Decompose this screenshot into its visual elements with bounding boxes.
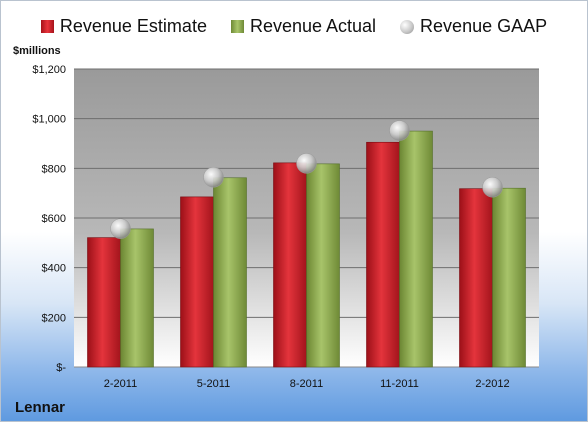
bar-revenue-actual: [492, 187, 526, 368]
x-tick-label: 5-2011: [197, 378, 230, 390]
y-tick-label: $-: [56, 362, 66, 374]
bar-revenue-actual: [213, 177, 247, 368]
bars: [87, 130, 526, 368]
legend-item-revenue-actual: Revenue Actual: [230, 16, 377, 37]
legend-swatch-revenue-estimate: [40, 20, 54, 33]
bar-revenue-estimate: [273, 162, 307, 368]
bar-revenue-estimate: [366, 141, 400, 368]
y-axis-unit-label: $millions: [13, 45, 61, 57]
company-label: Lennar: [15, 399, 66, 416]
x-axis-ticks: 2-2011 5-2011 8-2011 11-2011 2-2012: [104, 378, 510, 390]
bar-revenue-estimate: [87, 237, 121, 368]
gaap-markers: [110, 120, 503, 239]
bar-revenue-actual: [306, 163, 340, 368]
bar-revenue-estimate: [180, 196, 214, 368]
y-axis-ticks: $- $200 $400 $600 $800 $1,000 $1,200: [32, 64, 66, 374]
marker-revenue-gaap: [110, 218, 131, 239]
marker-revenue-gaap: [389, 120, 410, 141]
bar-revenue-estimate: [459, 188, 493, 368]
y-tick-label: $1,200: [32, 64, 66, 76]
x-tick-label: 2-2012: [475, 378, 509, 390]
legend: Revenue Estimate Revenue Actual Revenue …: [1, 16, 587, 37]
y-tick-label: $400: [42, 263, 66, 275]
x-tick-label: 8-2011: [290, 378, 323, 390]
legend-item-revenue-gaap: Revenue GAAP: [400, 16, 547, 37]
legend-label-revenue-estimate: Revenue Estimate: [59, 16, 207, 36]
legend-swatch-revenue-actual: [230, 20, 244, 33]
x-tick-label: 2-2011: [104, 378, 137, 390]
y-tick-label: $200: [42, 312, 66, 324]
bar-revenue-actual: [120, 228, 154, 368]
y-tick-label: $1,000: [32, 114, 66, 126]
legend-label-revenue-gaap: Revenue GAAP: [420, 16, 548, 36]
marker-revenue-gaap: [482, 176, 503, 198]
legend-label-revenue-actual: Revenue Actual: [249, 16, 377, 36]
legend-swatch-revenue-gaap: [400, 19, 415, 34]
y-tick-label: $600: [42, 213, 66, 225]
bar-revenue-actual: [399, 130, 433, 368]
marker-revenue-gaap: [203, 167, 224, 188]
x-tick-label: 11-2011: [380, 378, 419, 390]
marker-revenue-gaap: [296, 153, 317, 174]
legend-item-revenue-estimate: Revenue Estimate: [40, 16, 207, 37]
y-tick-label: $800: [42, 163, 66, 175]
